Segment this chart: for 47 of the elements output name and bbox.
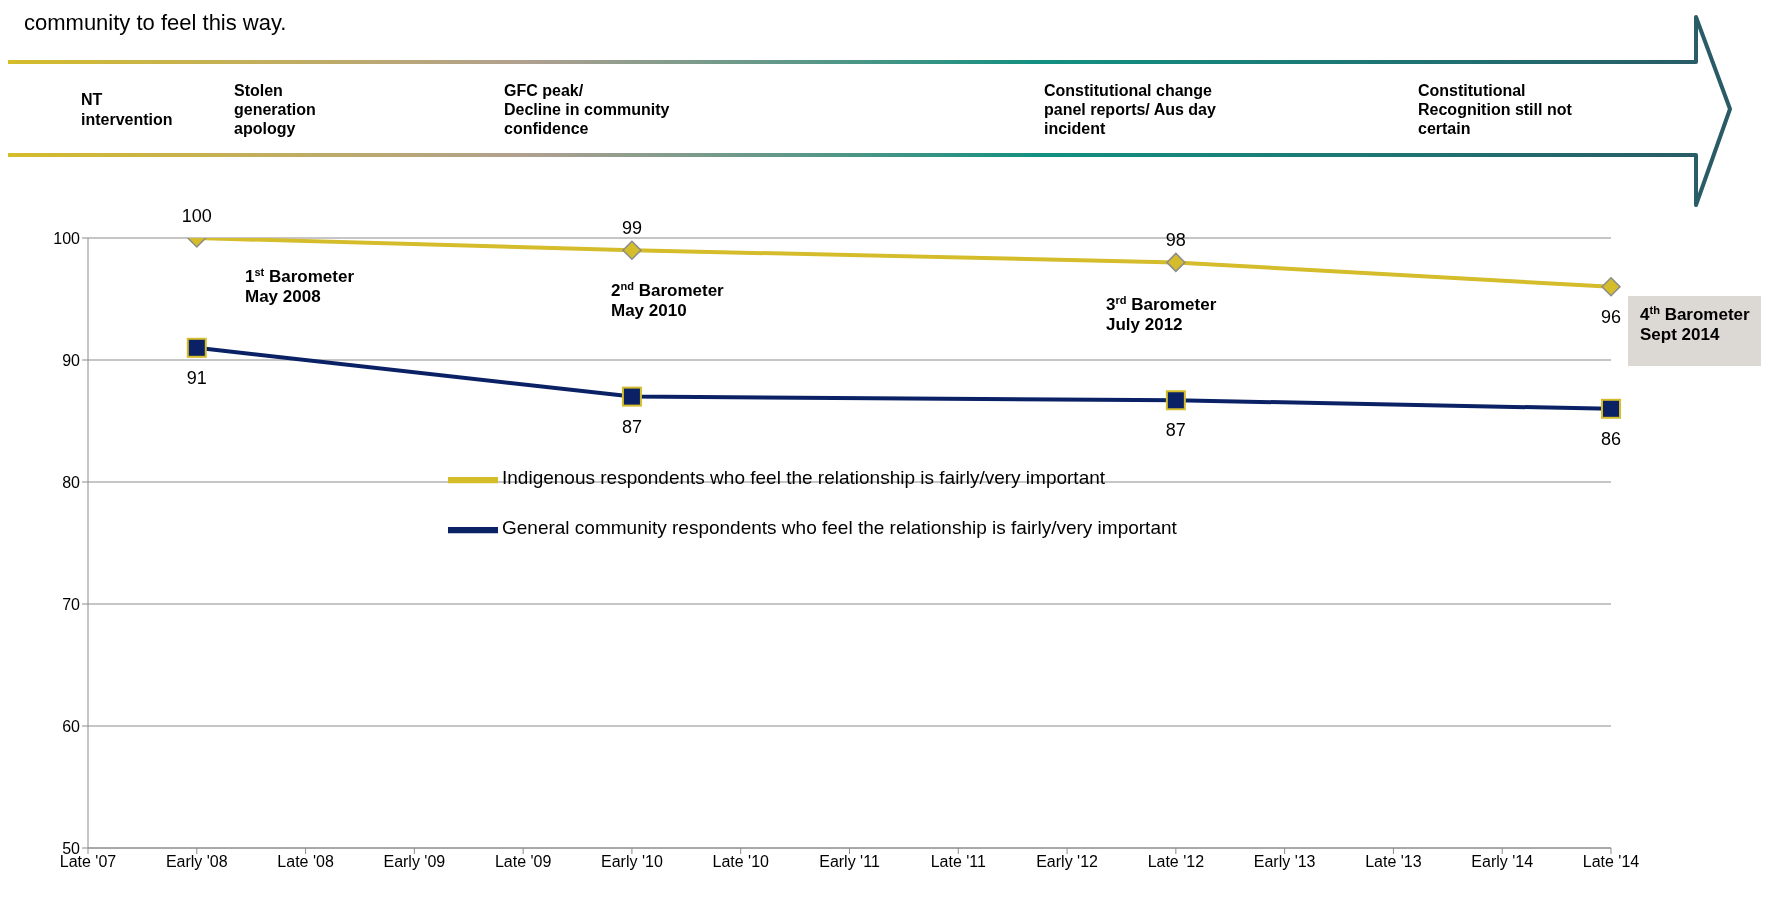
y-tick-label: 80: [62, 473, 81, 491]
x-tick-label: Late '12: [1147, 853, 1205, 871]
x-tick-label: Late '13: [1365, 853, 1422, 871]
x-tick-label: Early '09: [383, 853, 446, 871]
point: [1165, 390, 1186, 411]
x-tick-label: Early '10: [601, 853, 663, 871]
text: Stolen generation apology: [234, 81, 316, 138]
point: [186, 337, 207, 358]
data-label: 86: [1600, 428, 1622, 449]
point: [1601, 398, 1621, 419]
x-tick-label: Early '08: [165, 853, 228, 871]
text: NT intervention: [81, 91, 173, 128]
annotation: 1$^{st}$ Barometer May 2008: [245, 266, 355, 307]
x-tick-label: Late '14: [1582, 853, 1640, 871]
text: Constitutional Recognition still not certain: [1418, 81, 1573, 138]
x-tick-label: Late '10: [712, 853, 770, 871]
x-tick-label: Early '12: [1036, 853, 1099, 871]
x-tick-label: Late '07: [59, 853, 117, 871]
point: [621, 386, 642, 407]
y-tick-label: 60: [62, 717, 81, 735]
point: [1601, 277, 1621, 297]
annotation: 3$^{rd}$ Barometer July 2012: [1106, 294, 1217, 335]
text: GFC peak/ Decline in community confidence: [504, 81, 670, 138]
text: Constitutional change panel reports/ Aus day incident: [1044, 81, 1216, 138]
legend-label: General community respondents who feel the relationship is fairly/very important: [502, 516, 1177, 538]
data-label: 91: [186, 367, 207, 388]
legend-label: Indigenous respondents who feel the relationship is fairly/very important: [502, 466, 1106, 488]
x-tick-label: Late '08: [277, 853, 334, 871]
chart-subtitle: community to feel this way.: [24, 10, 287, 35]
data-label: 96: [1600, 306, 1622, 327]
point: [1166, 252, 1186, 273]
x-tick-label: Late '11: [930, 853, 987, 871]
y-tick-label: 90: [62, 351, 81, 369]
text: 4$^{th}$ Barometer Sept 2014: [1640, 304, 1751, 345]
annotation: 2$^{nd}$ Barometer May 2010: [611, 280, 725, 321]
point: [622, 240, 642, 260]
x-tick-label: Early '14: [1471, 853, 1534, 871]
data-label: 87: [1165, 420, 1186, 441]
x-tick-label: Late '09: [494, 853, 552, 871]
data-label: 87: [621, 416, 642, 437]
x-tick-label: Early '13: [1253, 853, 1316, 871]
data-label: 99: [621, 218, 642, 239]
y-tick-label: 100: [53, 229, 81, 247]
data-label: 98: [1165, 230, 1186, 251]
y-tick-label: 70: [62, 595, 81, 613]
x-tick-label: Early '11: [819, 853, 880, 871]
data-label: 100: [181, 206, 212, 226]
